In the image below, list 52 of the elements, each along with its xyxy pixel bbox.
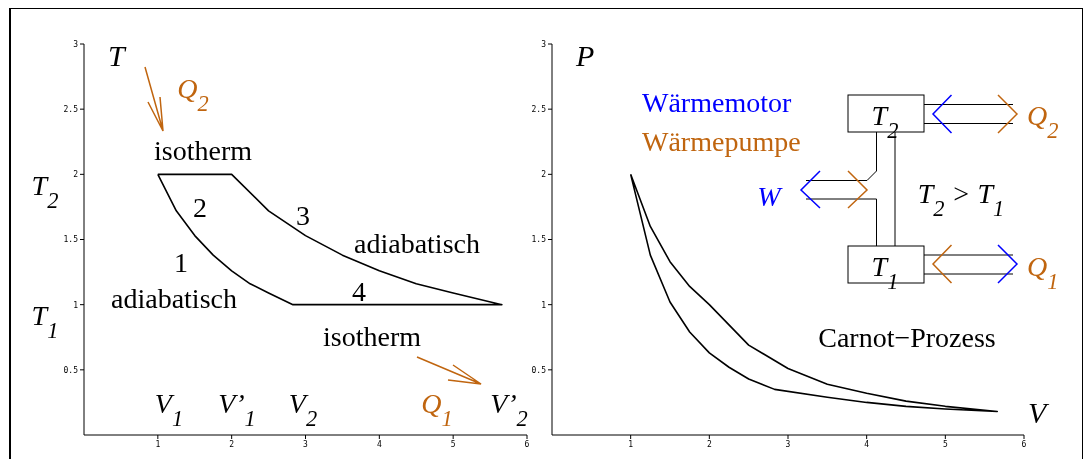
y-axis-title: P [575,39,595,72]
annotation: Carnot−Prozess [818,322,996,353]
y-tick-label: 2.5 [63,105,79,115]
annotation: 4 [352,276,366,307]
y-tick-label: 1 [541,300,547,310]
y-tick-label: 1.5 [531,235,547,245]
annotation: T$_{2}$ > T$_{1}$ [917,178,1005,221]
annotation: T$_{1}$ [871,251,899,294]
annotation: 1 [174,247,188,278]
x-tick-label: 3 [785,439,791,449]
annotation: V$_{2}$ [288,388,318,431]
y-tick-label: 1.5 [63,235,79,245]
y-tick-label: 3 [541,39,547,49]
annotation: isotherm [323,321,422,352]
x-tick-label: 1 [628,439,634,449]
annotation: 2 [193,192,207,223]
y-axis-title: T [108,39,127,72]
annotation: Wärmepumpe [642,126,801,157]
y-tick-label: 2 [73,170,79,180]
x-tick-label: 5 [450,439,456,449]
x-tick-label: 5 [942,439,948,449]
text: T$_{2}$ [31,170,59,213]
x-tick-label: 2 [706,439,712,449]
annotation: adiabatisch [354,228,480,259]
x-tick-label: 4 [864,439,870,449]
y-tick-label: 2 [541,170,547,180]
y-tick-label: 0.5 [63,365,79,375]
x-tick-label: 2 [229,439,235,449]
annotation: W [757,181,784,212]
annotation: Q$_{2}$ [177,73,209,116]
annotation: V’$_{1}$ [218,388,256,431]
y-tick-label: 3 [73,39,79,49]
x-tick-label: 1 [155,439,161,449]
annotation: adiabatisch [111,283,237,314]
annotation: isotherm [154,135,253,166]
y-tick-label: 1 [73,300,79,310]
x-tick-label: 4 [376,439,382,449]
annotation: Wärmemotor [642,87,792,118]
text: T$_{1}$ [31,300,59,343]
x-axis-title: V [1028,396,1050,429]
x-tick-label: 3 [303,439,309,449]
annotation: 3 [296,200,310,231]
x-tick-label: 6 [524,439,530,449]
annotation: V$_{1}$ [154,388,184,431]
x-tick-label: 6 [1021,439,1027,449]
annotation: T$_{2}$ [871,100,899,143]
text: Q$_{2}$ [1027,100,1059,143]
y-tick-label: 0.5 [531,365,547,375]
annotation: V’$_{2}$ [490,388,528,431]
text: Q$_{1}$ [1027,251,1059,294]
annotation: Q$_{1}$ [421,388,453,431]
y-tick-label: 2.5 [531,105,547,115]
